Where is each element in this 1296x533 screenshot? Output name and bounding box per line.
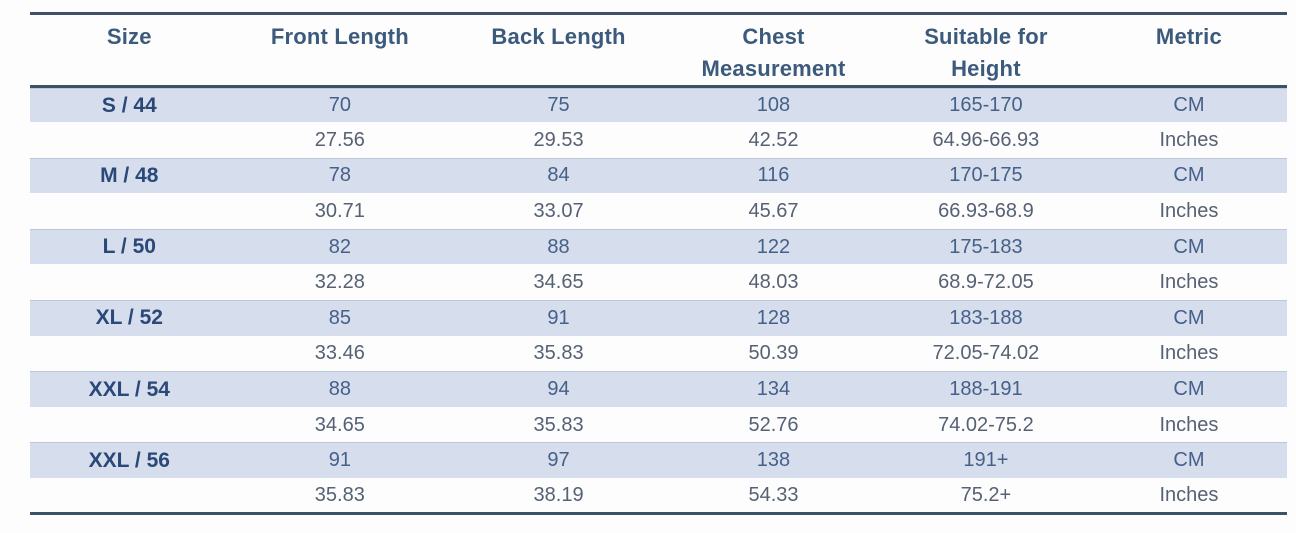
chest-measurement-cell: 116 <box>666 157 881 194</box>
front-length-cell: 88 <box>228 371 452 407</box>
back-length-cell: 29.53 <box>533 128 584 151</box>
metric-cell: Inches <box>1159 413 1219 436</box>
metric-cell: CM <box>1090 371 1287 407</box>
table-row: 27.56 29.53 42.52 64.96-66.93 Inches <box>30 122 1287 158</box>
size-cell <box>30 407 229 443</box>
suitable-for-height-cell: 68.9-72.05 <box>938 271 1034 294</box>
suitable-for-height-cell: 66.93-68.9 <box>938 200 1034 223</box>
metric-cell: Inches <box>1159 128 1219 151</box>
suitable-for-height-cell: 165-170 <box>880 86 1091 123</box>
back-length-cell: 34.65 <box>533 271 584 294</box>
chest-measurement-cell: 134 <box>666 371 881 407</box>
front-length-cell: 85 <box>228 300 452 336</box>
size-cell <box>30 336 229 372</box>
table-row: 34.65 35.83 52.76 74.02-75.2 Inches <box>30 407 1287 443</box>
column-header-front-length: Front Length <box>270 24 409 49</box>
back-length-cell: 91 <box>451 300 667 336</box>
back-length-cell: 84 <box>451 157 667 194</box>
suitable-for-height-cell: 170-175 <box>880 157 1091 194</box>
front-length-cell: 27.56 <box>314 128 365 151</box>
back-length-cell: 75 <box>451 86 667 123</box>
chest-measurement-cell: 122 <box>666 228 881 265</box>
front-length-cell: 32.28 <box>314 271 365 294</box>
metric-cell: Inches <box>1159 342 1219 365</box>
table-row: L / 50 82 88 122 175-183 CM <box>30 228 1287 265</box>
column-header-metric: Metric <box>1155 24 1222 49</box>
column-header-chest-measurement: Chest Measurement <box>701 24 846 81</box>
size-cell <box>30 264 229 300</box>
chest-measurement-cell: 138 <box>666 442 881 479</box>
front-length-cell: 91 <box>228 442 452 479</box>
size-cell: M / 48 <box>30 157 229 194</box>
chest-measurement-cell: 52.76 <box>748 413 799 436</box>
size-cell <box>30 193 229 229</box>
size-chart-table: Size Front Length Back Length Chest Meas… <box>30 12 1287 516</box>
front-length-cell: 35.83 <box>314 484 365 507</box>
back-length-cell: 88 <box>451 228 667 265</box>
suitable-for-height-cell: 74.02-75.2 <box>938 413 1034 436</box>
table-row: XL / 52 85 91 128 183-188 CM <box>30 300 1287 336</box>
table-row: S / 44 70 75 108 165-170 CM <box>30 86 1287 123</box>
front-length-cell: 34.65 <box>314 413 365 436</box>
metric-cell: CM <box>1090 157 1287 194</box>
chest-measurement-cell: 42.52 <box>748 128 799 151</box>
size-cell: S / 44 <box>30 86 229 123</box>
back-length-cell: 35.83 <box>533 413 584 436</box>
back-length-cell: 97 <box>451 442 667 479</box>
chest-measurement-cell: 108 <box>666 86 881 123</box>
chest-measurement-cell: 128 <box>666 300 881 336</box>
size-cell: XXL / 56 <box>30 442 229 479</box>
table-row: 35.83 38.19 54.33 75.2+ Inches <box>30 478 1287 514</box>
table-row: 32.28 34.65 48.03 68.9-72.05 Inches <box>30 264 1287 300</box>
back-length-cell: 94 <box>451 371 667 407</box>
column-header-suitable-for-height: Suitable for Height <box>924 24 1048 81</box>
metric-cell: CM <box>1090 300 1287 336</box>
back-length-cell: 35.83 <box>533 342 584 365</box>
table-header: Size Front Length Back Length Chest Meas… <box>30 14 1287 87</box>
metric-cell: Inches <box>1159 271 1219 294</box>
chest-measurement-cell: 48.03 <box>748 271 799 294</box>
suitable-for-height-cell: 191+ <box>880 442 1091 479</box>
chest-measurement-cell: 45.67 <box>748 200 799 223</box>
suitable-for-height-cell: 175-183 <box>880 228 1091 265</box>
front-length-cell: 78 <box>228 157 452 194</box>
suitable-for-height-cell: 64.96-66.93 <box>932 128 1040 151</box>
table-row: 30.71 33.07 45.67 66.93-68.9 Inches <box>30 193 1287 229</box>
front-length-cell: 33.46 <box>314 342 365 365</box>
front-length-cell: 30.71 <box>314 200 365 223</box>
front-length-cell: 70 <box>228 86 452 123</box>
metric-cell: CM <box>1090 442 1287 479</box>
front-length-cell: 82 <box>228 228 452 265</box>
suitable-for-height-cell: 72.05-74.02 <box>932 342 1040 365</box>
metric-cell: Inches <box>1159 484 1219 507</box>
table-body: S / 44 70 75 108 165-170 CM 27.56 29.53 … <box>30 86 1287 514</box>
column-header-back-length: Back Length <box>491 24 626 49</box>
column-header-size: Size <box>106 24 152 49</box>
table-row: M / 48 78 84 116 170-175 CM <box>30 157 1287 194</box>
chest-measurement-cell: 50.39 <box>748 342 799 365</box>
table-row: XXL / 56 91 97 138 191+ CM <box>30 442 1287 479</box>
size-cell: XL / 52 <box>30 300 229 336</box>
header-row: Size Front Length Back Length Chest Meas… <box>30 14 1287 87</box>
back-length-cell: 33.07 <box>533 200 584 223</box>
metric-cell: CM <box>1090 228 1287 265</box>
back-length-cell: 38.19 <box>533 484 584 507</box>
size-cell: XXL / 54 <box>30 371 229 407</box>
suitable-for-height-cell: 75.2+ <box>960 484 1012 507</box>
size-cell <box>30 122 229 158</box>
metric-cell: Inches <box>1159 200 1219 223</box>
size-cell <box>30 478 229 514</box>
suitable-for-height-cell: 183-188 <box>880 300 1091 336</box>
table-row: 33.46 35.83 50.39 72.05-74.02 Inches <box>30 336 1287 372</box>
metric-cell: CM <box>1090 86 1287 123</box>
chest-measurement-cell: 54.33 <box>748 484 799 507</box>
size-cell: L / 50 <box>30 228 229 265</box>
suitable-for-height-cell: 188-191 <box>880 371 1091 407</box>
table-row: XXL / 54 88 94 134 188-191 CM <box>30 371 1287 407</box>
